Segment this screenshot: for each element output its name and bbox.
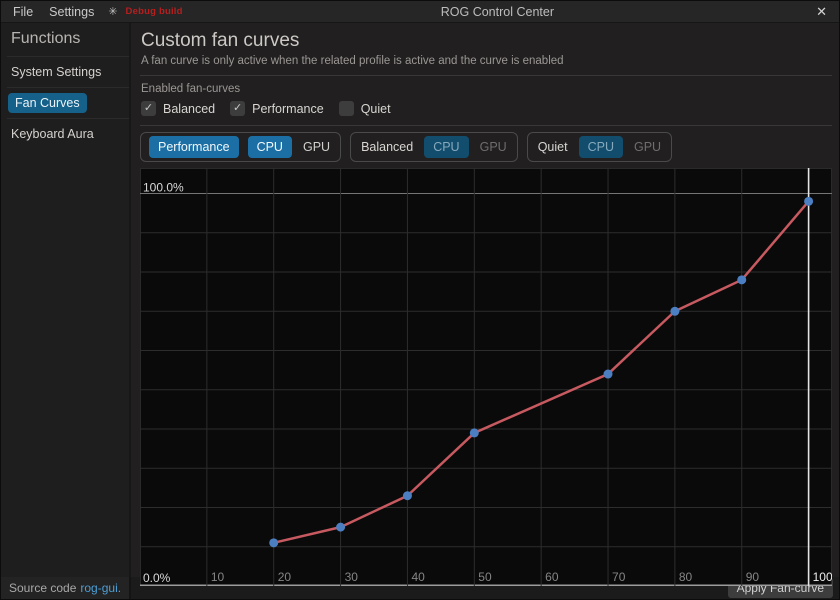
sidebar-item-label: System Settings: [11, 65, 102, 79]
fan-curve-point[interactable]: [804, 196, 814, 206]
x-tick-label: 30: [345, 570, 359, 584]
x-tick-label: 100: [813, 570, 832, 584]
y-min-label: 0.0%: [143, 571, 171, 585]
checkbox-balanced[interactable]: ✓ Balanced: [141, 101, 215, 116]
sidebar-item-label: Keyboard Aura: [11, 127, 94, 141]
tab-quiet-gpu[interactable]: GPU: [633, 140, 662, 154]
fan-curve-group-performance: Performance CPU GPU: [140, 132, 342, 162]
fan-curve-point[interactable]: [269, 538, 279, 548]
checkbox-box: ✓: [141, 101, 156, 116]
x-tick-label: 60: [545, 570, 559, 584]
fan-curve-line: [272, 200, 810, 545]
fan-curve-point[interactable]: [469, 428, 479, 438]
fan-curve-point[interactable]: [336, 522, 346, 532]
menu-settings[interactable]: Settings: [49, 4, 95, 19]
checkbox-label: Performance: [252, 101, 324, 116]
titlebar: File Settings ✳ Debug build ROG Control …: [1, 1, 839, 23]
x-tick-label: 20: [278, 570, 292, 584]
tab-performance-gpu[interactable]: GPU: [302, 140, 331, 154]
footer-source: Source code rog-gui.: [1, 577, 131, 599]
fan-curve-point[interactable]: [603, 369, 613, 379]
main-panel: Custom fan curves A fan curve is only ac…: [131, 23, 839, 586]
x-tick-label: 70: [612, 570, 626, 584]
checkbox-performance[interactable]: ✓ Performance: [230, 101, 324, 116]
x-tick-label: 40: [411, 570, 425, 584]
sidebar-divider: [7, 56, 129, 57]
fan-curve-plot[interactable]: 10 20 30 40 50 60 70 80 90 100 100.0% 0.0%: [140, 168, 832, 586]
sidebar-header: Functions: [11, 30, 81, 47]
debug-build-label: Debug build: [125, 6, 183, 17]
tab-balanced-gpu[interactable]: GPU: [479, 140, 507, 154]
sidebar-item-fan-curves[interactable]: Fan Curves: [1, 88, 129, 118]
enabled-fan-curves-row: ✓ Balanced ✓ Performance Quiet: [141, 101, 839, 116]
fan-curve-group-quiet: Quiet CPU GPU: [526, 132, 673, 162]
check-icon: ✓: [233, 102, 243, 114]
tab-performance-cpu[interactable]: CPU: [247, 136, 292, 158]
fan-curve-point[interactable]: [670, 306, 680, 316]
close-icon[interactable]: ✕: [816, 3, 827, 19]
sidebar-item-system-settings[interactable]: System Settings: [1, 57, 129, 87]
sidebar-divider: [7, 118, 129, 119]
content-row: Functions System Settings Fan Curves Key…: [1, 23, 839, 586]
enabled-fan-curves-label: Enabled fan-curves: [141, 83, 241, 95]
checkbox-label: Balanced: [163, 101, 216, 116]
fan-curve-tab-groups: Performance CPU GPU Balanced CPU GPU Qui…: [140, 132, 839, 162]
y-max-label: 100.0%: [143, 181, 184, 195]
sidebar-item-keyboard-aura[interactable]: Keyboard Aura: [1, 119, 129, 149]
source-code-label: Source code: [9, 581, 77, 595]
checkbox-box: [338, 101, 354, 116]
check-icon: ✓: [143, 102, 154, 114]
tab-balanced-cpu[interactable]: CPU: [424, 136, 469, 158]
separator: [140, 125, 832, 126]
x-tick-label: 90: [746, 570, 760, 584]
rog-gui-link[interactable]: rog-gui.: [80, 581, 122, 595]
x-tick-label: 10: [211, 570, 225, 584]
tab-performance[interactable]: Performance: [149, 136, 239, 158]
asterisk-icon: ✳: [108, 6, 118, 18]
sidebar-divider: [7, 87, 129, 88]
checkbox-quiet[interactable]: Quiet: [338, 101, 391, 116]
tab-quiet[interactable]: Quiet: [537, 140, 568, 154]
checkbox-box: ✓: [230, 101, 246, 116]
window-title: ROG Control Center: [440, 4, 554, 19]
menu-file[interactable]: File: [13, 4, 34, 19]
fan-curve-point[interactable]: [737, 275, 747, 285]
sidebar-item-label-selected: Fan Curves: [8, 93, 87, 113]
page-subtitle: A fan curve is only active when the rela…: [141, 55, 564, 67]
fan-curve-chart[interactable]: 10 20 30 40 50 60 70 80 90 100 100.0% 0.0%: [140, 168, 832, 586]
fan-curve-group-balanced: Balanced CPU GPU: [350, 132, 518, 162]
separator: [140, 75, 832, 76]
page-title: Custom fan curves: [141, 30, 300, 51]
x-tick-label: 80: [679, 570, 693, 584]
x-tick-label: 50: [478, 570, 492, 584]
tab-quiet-cpu[interactable]: CPU: [578, 136, 623, 158]
sidebar: Functions System Settings Fan Curves Key…: [1, 23, 131, 577]
tab-balanced[interactable]: Balanced: [361, 140, 414, 154]
fan-curve-point[interactable]: [402, 491, 412, 501]
checkbox-label: Quiet: [360, 101, 391, 116]
